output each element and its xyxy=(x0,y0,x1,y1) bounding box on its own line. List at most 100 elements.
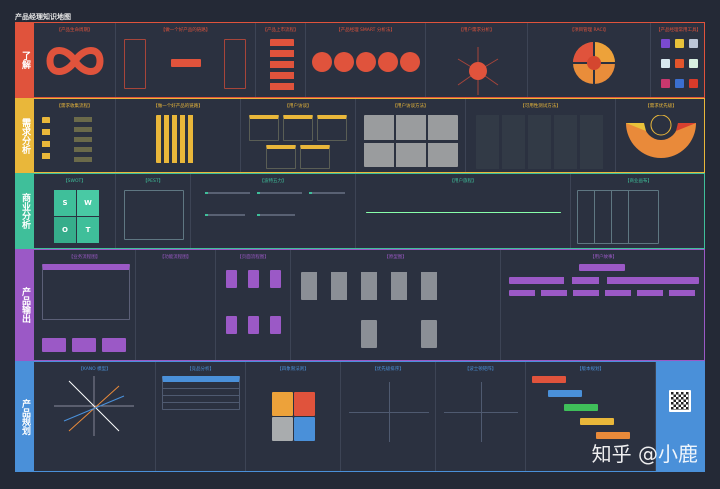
tree-root xyxy=(579,264,625,271)
panel-title: 【功能流程图】 xyxy=(159,255,192,260)
card xyxy=(317,115,347,141)
wireframe xyxy=(361,320,377,348)
row-planning: 产品规划 【KANO 模型】 【竞品分析】 【四象限法则】 【优先级排序】 【波… xyxy=(15,361,705,472)
panel-title: 【版本规划】 xyxy=(577,367,604,372)
qr-panel xyxy=(656,362,704,471)
wireframes xyxy=(301,272,441,300)
panel: 【波士顿矩阵】 xyxy=(436,362,526,471)
smart-circles xyxy=(312,52,420,72)
panel: 【产品经理常用工具】 xyxy=(651,23,706,97)
panel-title: 【优先级排序】 xyxy=(372,367,404,372)
panel: 【产品上市流程】 xyxy=(256,23,306,97)
panel: 【功能流程图】 xyxy=(136,250,216,360)
box xyxy=(102,338,126,352)
quadrant xyxy=(294,417,315,441)
panel-title: 【需求收集流程】 xyxy=(56,104,93,109)
page-node xyxy=(226,270,237,288)
swot-w: W xyxy=(77,190,99,216)
row-label: 商业分析 xyxy=(16,174,34,248)
card xyxy=(266,145,296,169)
step-list xyxy=(74,115,92,165)
row-label: 需求分析 xyxy=(16,99,34,172)
kano-chart xyxy=(54,376,134,436)
row-requirements: 需求分析 【需求收集流程】 【做一个好产品的链路】 【用户访谈】 【用户访谈方法… xyxy=(15,98,705,173)
tool-icon xyxy=(675,59,684,68)
quadrant xyxy=(272,392,293,416)
panel: 【业务流程图】 xyxy=(34,250,136,360)
page-node xyxy=(270,316,281,334)
panel-title: 【用户访谈方法】 xyxy=(392,104,429,109)
panel-title: 【产品生命周期】 xyxy=(56,28,93,33)
row-label-text: 产品规划 xyxy=(20,398,30,435)
text-line xyxy=(205,192,345,194)
swimlane xyxy=(42,264,130,320)
table xyxy=(162,376,240,410)
panel-title: 【用户旅程】 xyxy=(449,179,477,184)
tool-icon xyxy=(661,59,670,68)
panel-title: 【产品经理常用工具】 xyxy=(656,28,701,33)
panel: 【页面流程图】 xyxy=(216,250,291,360)
swot-s: S xyxy=(54,190,76,216)
panel: 【用户旅程】 xyxy=(356,174,571,248)
tool-icon xyxy=(689,79,698,88)
step xyxy=(270,39,294,93)
panel: 【竞品分析】 xyxy=(156,362,246,471)
tool-icon xyxy=(675,39,684,48)
row-label: 了解 xyxy=(16,23,34,97)
version-bar xyxy=(564,404,598,411)
row-label-text: 了解 xyxy=(20,51,30,69)
tool-icon xyxy=(689,39,698,48)
row-business: 商业分析 【SWOT】 S W O T 【PEST】 【波特五力】 【用户旅程】… xyxy=(15,173,705,249)
panel: 【用户需求分析】 xyxy=(426,23,528,97)
panel: 【商业画布】 xyxy=(571,174,706,248)
panel-title: 【项目管理 RACI】 xyxy=(569,28,609,33)
timeline xyxy=(366,212,561,213)
row-label: 产品输出 xyxy=(16,250,34,360)
panel-title: 【用户访谈】 xyxy=(284,104,312,109)
panel: 【可用性测试方法】 xyxy=(466,99,616,172)
qr-code-icon xyxy=(669,390,691,412)
infinity-icon xyxy=(46,47,104,75)
row-label-text: 商业分析 xyxy=(20,193,30,229)
card xyxy=(249,115,279,141)
panel-title: 【波士顿矩阵】 xyxy=(464,367,497,372)
pest-grid xyxy=(124,190,184,240)
panel: 【用户故事】 xyxy=(501,250,706,360)
panel-title: 【SWOT】 xyxy=(63,179,86,184)
panel-title: 【需求优先级】 xyxy=(645,104,677,109)
panel-title: 【原型图】 xyxy=(384,255,407,260)
panel-title: 【用户需求分析】 xyxy=(458,28,495,33)
panel-title: 【业务流程图】 xyxy=(68,255,101,260)
panel: 【需求优先级】 xyxy=(616,99,706,172)
panel-title: 【做一个好产品的链路】 xyxy=(160,28,211,33)
panel: 【用户访谈】 xyxy=(241,99,356,172)
panel-title: 【波特五力】 xyxy=(259,179,287,184)
matrix xyxy=(349,382,429,442)
box xyxy=(72,338,96,352)
tool-icon xyxy=(675,79,684,88)
quadrant xyxy=(294,392,315,416)
page-title: 产品经理知识地图 xyxy=(15,13,71,21)
tree-level xyxy=(509,277,699,284)
swot-o: O xyxy=(54,217,76,243)
wireframe xyxy=(421,320,437,348)
panel-title: 【KANO 模型】 xyxy=(78,367,111,372)
version-bar xyxy=(548,390,582,397)
page-node xyxy=(248,316,259,334)
page-node xyxy=(270,270,281,288)
row-output: 产品输出 【业务流程图】 【功能流程图】 【页面流程图】 【原型图】 【用户故事… xyxy=(15,249,705,361)
panel-title: 【页面流程图】 xyxy=(237,255,269,260)
raci-pie xyxy=(572,41,616,85)
row-label-text: 产品输出 xyxy=(20,287,30,323)
panel: 【原型图】 xyxy=(291,250,501,360)
page-node xyxy=(248,270,259,288)
panel: 【产品生命周期】 xyxy=(34,23,116,97)
panel-title: 【用户故事】 xyxy=(590,255,617,260)
watermark: 知乎 @小鹿 xyxy=(591,442,698,466)
panel: 【版本规划】 xyxy=(526,362,656,471)
panel-title: 【商业画布】 xyxy=(625,179,652,184)
card xyxy=(283,115,313,141)
box xyxy=(42,338,66,352)
panel: 【波特五力】 xyxy=(191,174,356,248)
panel: 【做一个好产品的链路】 xyxy=(116,99,241,172)
